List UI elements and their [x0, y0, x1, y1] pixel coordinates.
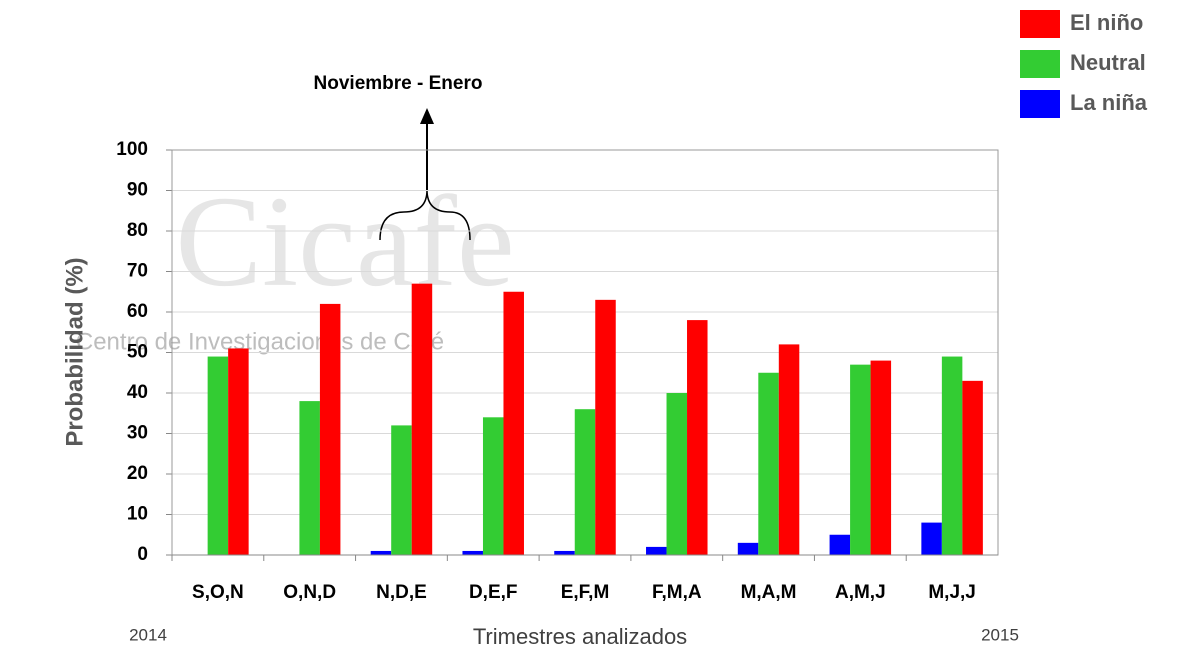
annotation-arrowhead [420, 108, 434, 124]
bar [554, 550, 575, 555]
bar [870, 360, 892, 555]
bar [574, 409, 596, 555]
y-axis-label: Probabilidad (%) [61, 257, 88, 446]
bar [299, 401, 320, 555]
bar [778, 344, 800, 555]
watermark-subtitle: Centro de Investigaciones de Café [76, 328, 444, 355]
bar [462, 550, 483, 555]
x-axis-label: Trimestres analizados [473, 624, 687, 649]
bar [482, 417, 504, 555]
y-tick-label: 40 [127, 382, 148, 403]
bar [411, 283, 433, 555]
legend-label: El niño [1070, 10, 1143, 35]
y-tick-label: 10 [127, 504, 148, 525]
x-tick-label: E,F,M [561, 582, 610, 603]
y-tick-label: 90 [127, 180, 148, 201]
x-tick-label: O,N,D [283, 582, 336, 603]
bar [370, 550, 392, 555]
y-tick-label: 20 [127, 463, 148, 484]
bar [829, 534, 851, 555]
bar [850, 364, 871, 555]
x-tick-label: F,M,A [652, 582, 702, 603]
legend-swatch [1020, 10, 1060, 38]
bar [207, 356, 229, 555]
x-tick-label: A,M,J [835, 582, 886, 603]
watermark-title: Cicafe [175, 170, 514, 314]
bar [941, 356, 963, 555]
bar [687, 320, 708, 555]
bar [737, 542, 759, 555]
y-tick-label: 70 [127, 261, 148, 282]
y-tick-label: 100 [116, 139, 148, 160]
bar [319, 303, 341, 555]
y-tick-label: 80 [127, 220, 148, 241]
bar [646, 546, 667, 555]
x-tick-label: N,D,E [376, 582, 427, 603]
bar [228, 348, 249, 555]
legend-swatch [1020, 90, 1060, 118]
x-start-label: 2014 [129, 625, 167, 644]
bar [921, 522, 942, 555]
annotation: Noviembre - Enero [314, 73, 483, 94]
x-end-label: 2015 [981, 625, 1019, 644]
y-tick-label: 60 [127, 301, 148, 322]
legend-label: Neutral [1070, 50, 1146, 75]
bar [391, 425, 412, 555]
y-tick-label: 30 [127, 423, 148, 444]
x-tick-label: M,A,M [741, 582, 797, 603]
bar [595, 299, 616, 555]
x-tick-label: M,J,J [928, 582, 976, 603]
legend-swatch [1020, 50, 1060, 78]
y-tick-label: 0 [137, 544, 148, 565]
y-tick-label: 50 [127, 342, 148, 363]
x-tick-label: D,E,F [469, 582, 518, 603]
bar [503, 291, 524, 555]
bar [666, 393, 688, 555]
bar [758, 372, 779, 555]
x-tick-label: S,O,N [192, 582, 244, 603]
legend-label: La niña [1070, 90, 1148, 115]
bar [962, 380, 983, 555]
